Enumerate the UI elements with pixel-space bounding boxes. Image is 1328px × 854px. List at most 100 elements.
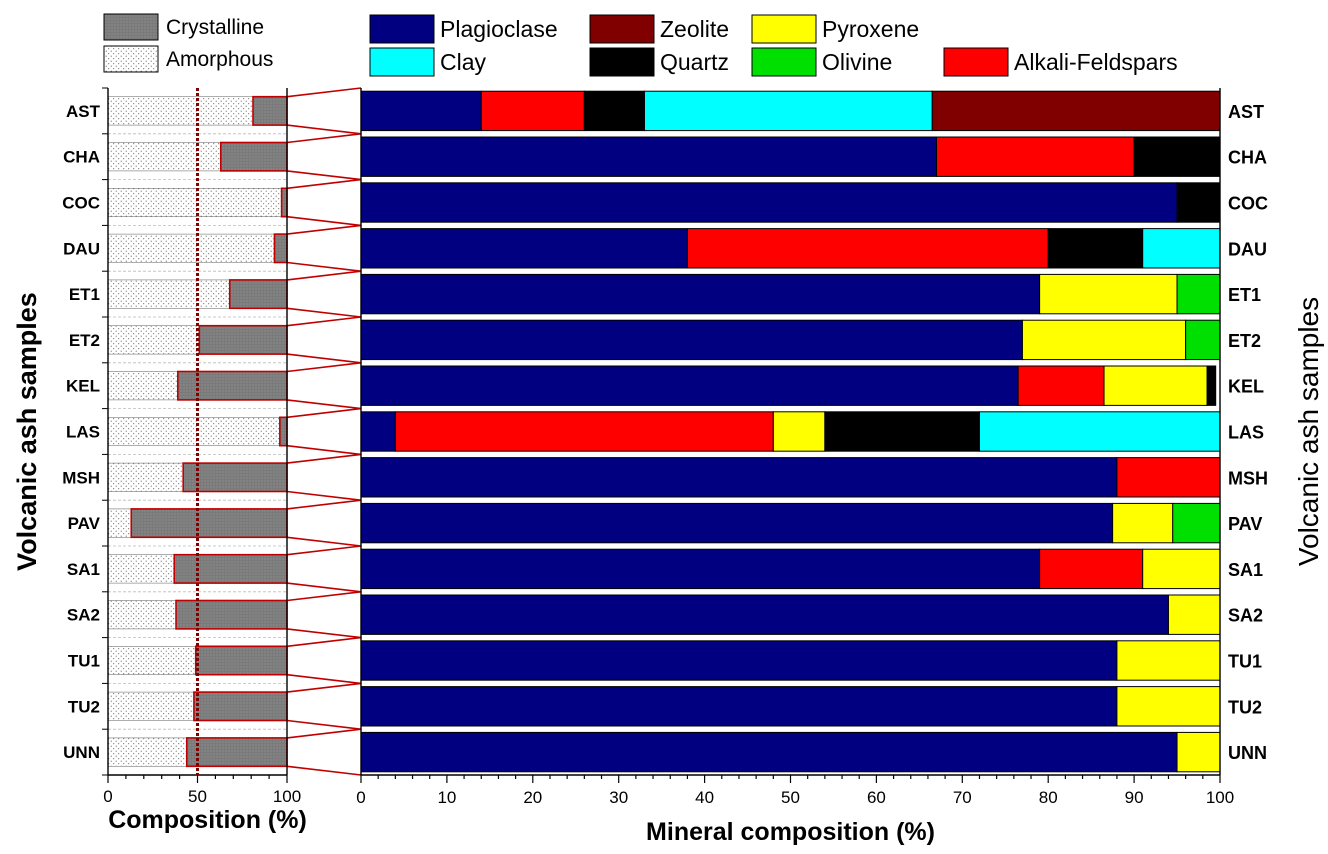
plagioclase-bar-sa1: [360, 548, 1041, 590]
plagioclase-bar-dau: [360, 228, 688, 269]
amorphous-bar-dau: [107, 233, 275, 263]
plagioclase-bar-tu2: [360, 686, 1118, 727]
olivine-bar-et2: [1185, 319, 1221, 361]
right-x-tick-label: 40: [695, 788, 714, 807]
right-category-label: ET1: [1228, 285, 1261, 305]
plagioclase-bar-tu1: [360, 640, 1118, 681]
crystalline-bar-unn: [185, 737, 288, 768]
plagioclase-bar-msh: [360, 457, 1118, 498]
connector-line-top-kel: [286, 362, 362, 373]
right-x-tick-label: 70: [953, 788, 972, 807]
connector-line-bottom-dau: [286, 261, 362, 272]
legend-swatch-zeolite: [589, 14, 655, 44]
connector-line-top-dau: [286, 224, 362, 235]
legend-label-alkali-feldspars: Alkali-Feldspars: [1014, 49, 1178, 75]
crystalline-bar-cha: [219, 141, 288, 172]
alkali-feldspars-bar-dau: [686, 228, 1049, 269]
clay-bar-ast: [643, 90, 933, 132]
left-category-label: COC: [62, 194, 100, 213]
left-x-tick-label: 100: [273, 787, 301, 806]
legend-swatch-pyroxene: [751, 14, 817, 44]
left-category-label: SA2: [67, 606, 100, 625]
right-category-label: DAU: [1228, 239, 1267, 259]
left-category-label: DAU: [63, 239, 100, 258]
right-category-label: KEL: [1228, 377, 1264, 397]
right-category-label: TU1: [1228, 652, 1262, 672]
left-y-axis-title: Volcanic ash samples: [12, 292, 42, 571]
right-x-tick-label: 80: [1039, 788, 1058, 807]
crystalline-bar-coc: [280, 187, 288, 218]
crystalline-bar-kel: [177, 370, 288, 401]
amorphous-bar-kel: [107, 371, 179, 401]
amorphous-bar-sa2: [107, 600, 177, 630]
quartz-bar-ast: [583, 90, 645, 132]
right-category-label: MSH: [1228, 468, 1268, 488]
legend-swatch-amorphous: [103, 45, 159, 73]
plagioclase-bar-sa2: [360, 594, 1169, 635]
connector-line-top-ast: [286, 87, 362, 98]
connector-line-bottom-coc: [286, 215, 362, 227]
left-category-label: PAV: [68, 514, 101, 533]
left-category-label: AST: [66, 102, 101, 121]
legend-label-pyroxene: Pyroxene: [822, 16, 919, 42]
connector-line-top-unn: [286, 728, 362, 739]
pyroxene-bar-et1: [1039, 273, 1178, 315]
connector-line-bottom-msh: [286, 490, 362, 501]
connector-line-top-las: [286, 407, 362, 419]
connector-line-bottom-cha: [286, 170, 362, 181]
left-category-label: TU1: [68, 652, 100, 671]
right-category-label: PAV: [1228, 514, 1262, 534]
crystalline-bar-sa1: [173, 553, 288, 584]
connector-line-bottom-kel: [286, 399, 362, 410]
amorphous-bar-pav: [107, 508, 132, 538]
zeolite-bar-ast: [931, 90, 1221, 132]
legend-swatch-plagioclase: [369, 14, 435, 44]
mineral-composition-chart: AST CHA COC DAU ET1 ET2 KEL LAS MSH PAV SA1 SA2 TU1 T…: [356, 88, 1324, 846]
pyroxene-bar-et2: [1021, 319, 1187, 361]
legend-label-quartz: Quartz: [660, 49, 729, 75]
olivine-bar-et1: [1176, 273, 1221, 315]
right-x-tick-label: 60: [867, 788, 886, 807]
amorphous-bar-msh: [107, 462, 184, 492]
connector-line-bottom-tu2: [286, 719, 362, 730]
plagioclase-bar-ast: [360, 90, 482, 132]
right-category-label: AST: [1228, 102, 1264, 122]
right-x-tick-label: 50: [781, 788, 800, 807]
connector-line-top-tu1: [286, 636, 362, 648]
connector-line-top-et2: [286, 316, 362, 327]
legend-label-plagioclase: Plagioclase: [440, 16, 558, 42]
alkali-feldspars-bar-ast: [480, 90, 585, 132]
alkali-feldspars-bar-sa1: [1039, 548, 1144, 590]
connector-line-bottom-sa2: [286, 628, 362, 639]
plagioclase-bar-et1: [360, 273, 1041, 315]
legend-label-clay: Clay: [440, 49, 487, 75]
crystallinity-chart: AST CHA COC DAU ET1 ET2 KEL LAS MSH PAV SA1 SA2 TU1 T…: [12, 87, 307, 834]
connector-line-bottom-ast: [286, 124, 362, 135]
alkali-feldspars-bar-kel: [1017, 365, 1105, 406]
quartz-bar-coc: [1176, 182, 1221, 223]
pyroxene-bar-sa2: [1167, 594, 1221, 635]
connector-line-top-tu2: [286, 682, 362, 693]
connector-line-top-sa2: [286, 591, 362, 602]
clay-bar-dau: [1142, 228, 1221, 269]
right-y-axis-title: Volcanic ash samples: [1293, 297, 1324, 566]
right-category-label: ET2: [1228, 331, 1261, 351]
right-x-tick-label: 20: [523, 788, 542, 807]
connector-lines: [286, 87, 362, 776]
left-category-label: TU2: [68, 697, 100, 716]
alkali-feldspars-bar-las: [394, 411, 774, 452]
legend-label-olivine: Olivine: [822, 49, 892, 75]
connector-line-top-coc: [286, 178, 362, 190]
crystalline-bar-dau: [273, 233, 288, 264]
legend-swatch-quartz: [589, 47, 655, 77]
crystalline-bar-et1: [228, 279, 288, 310]
amorphous-bar-et2: [107, 325, 200, 355]
left-category-label: CHA: [63, 148, 100, 167]
plagioclase-bar-las: [360, 411, 396, 452]
connector-line-bottom-et2: [286, 353, 362, 364]
legend-swatch-crystalline: [103, 13, 159, 41]
crystalline-bar-tu2: [193, 691, 288, 722]
legend-swatch-clay: [369, 47, 435, 77]
connector-line-bottom-las: [286, 444, 362, 456]
